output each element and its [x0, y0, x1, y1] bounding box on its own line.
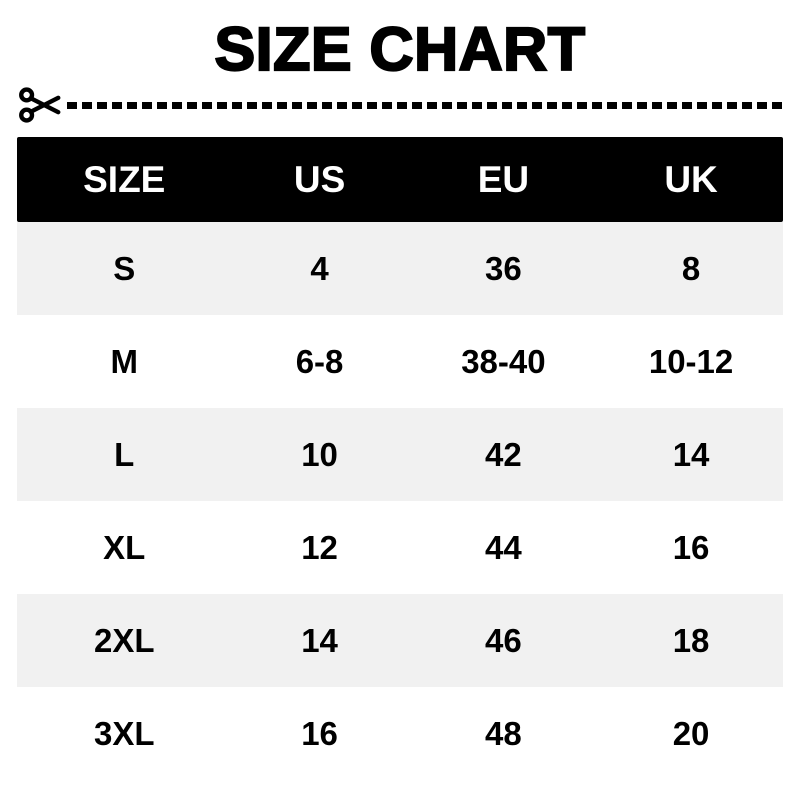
- size-table-header: SIZE US EU UK: [17, 137, 783, 222]
- cell-eu-value: 48: [485, 714, 522, 752]
- scissors-icon: [19, 87, 61, 123]
- table-row-s: S 4 36 8: [17, 222, 783, 315]
- cut-line: [18, 82, 784, 128]
- cell-uk-value: 20: [672, 714, 710, 752]
- header-cell-us: US: [293, 158, 346, 200]
- cell-us-value: 6-8: [295, 342, 344, 380]
- cell-eu-value: 46: [485, 621, 522, 659]
- table-row-3xl: 3XL 16 48 20: [17, 687, 783, 780]
- cell-uk-value: 18: [672, 621, 710, 659]
- cell-eu-value: 42: [485, 435, 522, 473]
- cell-uk-value: 14: [672, 435, 710, 473]
- cell-size-label: 2XL: [93, 621, 155, 659]
- header-cell-size: SIZE: [83, 158, 166, 200]
- header-cell-uk: UK: [664, 158, 718, 200]
- cell-us-value: 4: [310, 249, 329, 287]
- cell-us-value: 10: [301, 435, 338, 473]
- cell-eu-value: 44: [485, 528, 522, 566]
- table-row-m: M 6-8 38-40 10-12: [17, 315, 783, 408]
- cell-size-label: 3XL: [93, 714, 155, 752]
- cell-size-label: M: [110, 342, 138, 380]
- cell-uk-value: 16: [672, 528, 710, 566]
- cell-eu-value: 38-40: [461, 342, 546, 380]
- cell-size-label: L: [114, 435, 135, 473]
- size-table: SIZE US EU UK S 4 36 8 M 6-8 38-40 10-12…: [17, 137, 783, 780]
- cell-us-value: 14: [301, 621, 338, 659]
- header-cell-eu: EU: [477, 158, 530, 200]
- cell-eu-value: 36: [485, 249, 522, 287]
- table-row-2xl: 2XL 14 46 18: [17, 594, 783, 687]
- table-row-l: L 10 42 14: [17, 408, 783, 501]
- cell-uk-value: 8: [681, 249, 701, 287]
- cell-us-value: 16: [301, 714, 338, 752]
- cut-dashed-line: [67, 101, 784, 109]
- cell-size-label: XL: [103, 528, 146, 566]
- page-title: SIZE CHART: [213, 15, 586, 83]
- cell-uk-value: 10-12: [648, 342, 734, 380]
- cell-size-label: S: [113, 249, 136, 287]
- size-table-body: S 4 36 8 M 6-8 38-40 10-12 L 10 42 14 XL…: [17, 222, 783, 780]
- cell-us-value: 12: [301, 528, 338, 566]
- table-row-xl: XL 12 44 16: [17, 501, 783, 594]
